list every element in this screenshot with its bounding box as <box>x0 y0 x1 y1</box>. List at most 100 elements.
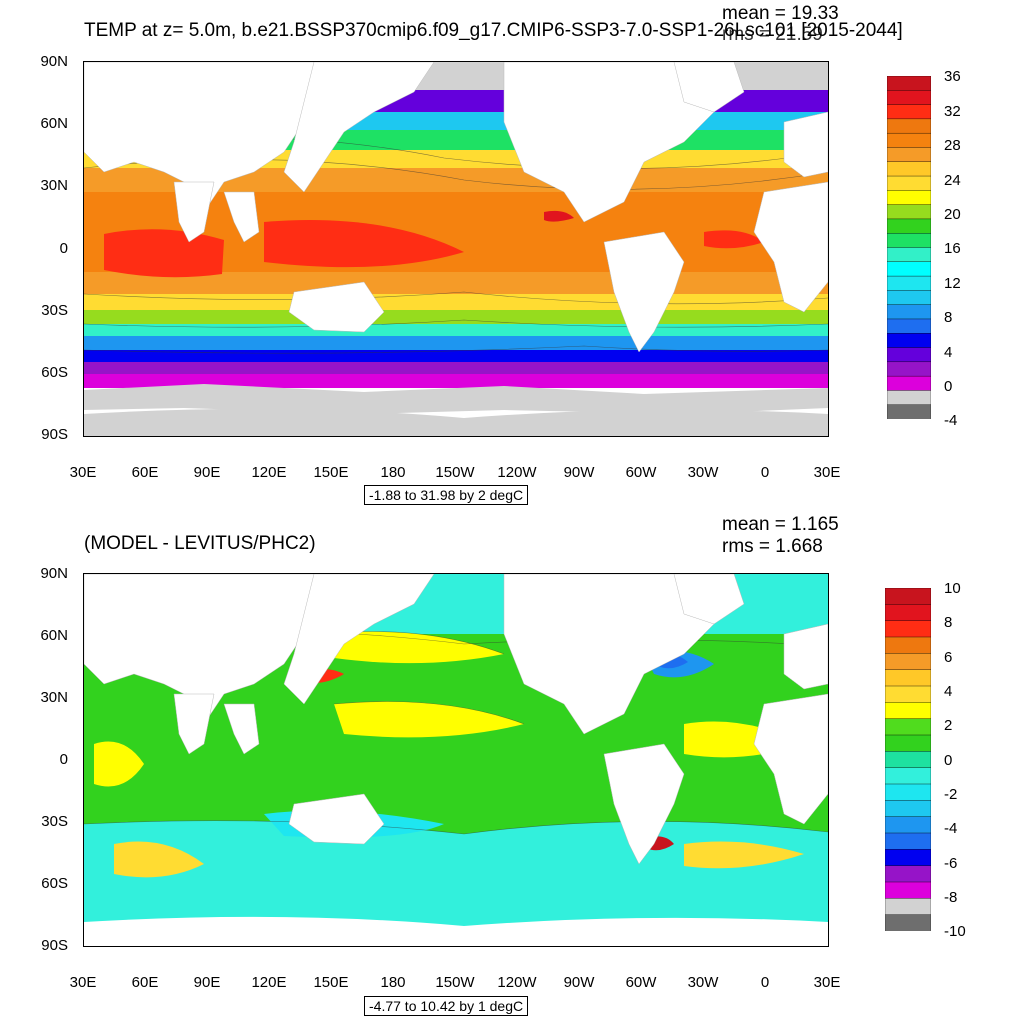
top-colorbar-label: 0 <box>944 378 953 395</box>
bottom-lon-label: 120W <box>497 974 537 991</box>
colorbar-swatch <box>886 190 932 206</box>
colorbar-swatch <box>886 390 932 406</box>
bottom-colorbar-label: 10 <box>944 580 961 597</box>
top-colorbar-label: 32 <box>944 103 961 120</box>
colorbar-swatch <box>886 404 932 420</box>
bottom-lon-label: 150E <box>313 974 349 991</box>
bottom-colorbar-label: 4 <box>944 683 953 700</box>
bottom-colorbar-label: 8 <box>944 614 953 631</box>
bottom-lon-label: 60E <box>131 974 159 991</box>
bottom-colorbar-svg <box>884 587 932 932</box>
bottom-lat-label: 60S <box>41 875 68 892</box>
bottom-lon-label: 30E <box>813 974 841 991</box>
colorbar-swatch <box>884 898 932 916</box>
top-lat-label: 90N <box>40 53 68 70</box>
colorbar-swatch <box>886 132 932 149</box>
top-lon-label: 60E <box>131 464 159 481</box>
colorbar-swatch <box>884 604 932 622</box>
bottom-lat-label: 90N <box>40 565 68 582</box>
colorbar-swatch <box>886 90 932 106</box>
colorbar-swatch <box>884 816 932 834</box>
colorbar-swatch <box>884 865 932 883</box>
bottom-lon-label: 30E <box>69 974 97 991</box>
top-colorbar <box>886 75 932 420</box>
colorbar-swatch <box>886 261 932 277</box>
colorbar-swatch <box>886 375 932 392</box>
bottom-lon-label: 90W <box>563 974 595 991</box>
colorbar-swatch <box>884 800 932 818</box>
colorbar-swatch <box>884 587 932 606</box>
top-lon-label: 180 <box>380 464 406 481</box>
bottom-colorbar-label: -8 <box>944 889 958 906</box>
colorbar-swatch <box>884 881 932 900</box>
colorbar-swatch <box>884 783 932 802</box>
top-colorbar-svg <box>886 75 932 420</box>
top-lat-label: 90S <box>41 426 68 443</box>
colorbar-swatch <box>886 175 932 192</box>
top-lon-label: 30W <box>687 464 719 481</box>
bottom-colorbar <box>884 587 932 932</box>
bottom-lat-label: 90S <box>41 937 68 954</box>
colorbar-swatch <box>884 849 932 867</box>
top-lon-label: 120W <box>497 464 537 481</box>
bottom-colorbar-label: 0 <box>944 752 953 769</box>
colorbar-swatch <box>886 118 932 134</box>
top-colorbar-label: 36 <box>944 68 961 85</box>
top-colorbar-label: 8 <box>944 309 953 326</box>
bottom-colorbar-label: -2 <box>944 786 958 803</box>
bottom-lon-label: 0 <box>760 974 770 991</box>
top-lat-label: 0 <box>59 240 68 257</box>
bottom-panel-rms: rms = 1.668 <box>722 536 823 557</box>
top-panel-mean: mean = 19.33 <box>722 3 839 24</box>
bottom-colorbar-label: 6 <box>944 649 953 666</box>
bottom-contour-info: -4.77 to 10.42 by 1 degC <box>364 996 529 1016</box>
top-colorbar-labels: 36 32 28 24 20 16 12 8 4 0 -4 <box>944 68 994 429</box>
top-colorbar-label: 20 <box>944 206 961 223</box>
colorbar-swatch <box>886 161 932 177</box>
bottom-lon-label: 150W <box>435 974 475 991</box>
top-colorbar-label: 24 <box>944 172 961 189</box>
colorbar-swatch <box>884 685 932 704</box>
top-lon-label: 120E <box>251 464 287 481</box>
colorbar-swatch <box>886 233 932 249</box>
bottom-lat-label: 60N <box>40 627 68 644</box>
top-panel-rms: rms = 21.59 <box>722 24 823 45</box>
top-lat-label: 30N <box>40 177 68 194</box>
colorbar-swatch <box>884 702 932 720</box>
top-lat-label: 60S <box>41 364 68 381</box>
colorbar-swatch <box>886 304 932 320</box>
top-lon-label: 30E <box>813 464 841 481</box>
colorbar-swatch <box>884 734 932 753</box>
colorbar-swatch <box>886 104 932 120</box>
bottom-colorbar-label: -6 <box>944 855 958 872</box>
colorbar-swatch <box>884 832 932 851</box>
top-lat-label: 30S <box>41 302 68 319</box>
colorbar-swatch <box>886 247 932 263</box>
colorbar-swatch <box>884 767 932 785</box>
colorbar-swatch <box>886 75 932 91</box>
colorbar-swatch <box>884 669 932 687</box>
top-map-canvas <box>84 62 828 436</box>
colorbar-swatch <box>886 204 932 220</box>
colorbar-swatch <box>886 333 932 349</box>
top-lat-label: 60N <box>40 115 68 132</box>
top-lon-label: 90W <box>563 464 595 481</box>
top-colorbar-label: 4 <box>944 344 953 361</box>
bottom-colorbar-labels: 10 8 6 4 2 0 -2 -4 -6 -8 -10 <box>944 580 994 940</box>
top-contour-info: -1.88 to 31.98 by 2 degC <box>364 485 529 505</box>
top-colorbar-label: -4 <box>944 412 958 429</box>
bottom-lon-label: 30W <box>687 974 719 991</box>
bottom-colorbar-label: 2 <box>944 717 953 734</box>
top-colorbar-label: 28 <box>944 137 961 154</box>
bottom-lon-label: 180 <box>380 974 406 991</box>
colorbar-swatch <box>886 318 932 334</box>
top-lon-label: 90E <box>193 464 221 481</box>
colorbar-swatch <box>884 653 932 671</box>
bottom-lat-label: 30N <box>40 689 68 706</box>
top-map <box>83 61 829 437</box>
top-lon-label: 0 <box>760 464 770 481</box>
top-panel-title: TEMP at z= 5.0m, b.e21.BSSP370cmip6.f09_… <box>84 20 903 41</box>
colorbar-swatch <box>886 147 932 163</box>
colorbar-swatch <box>884 636 932 655</box>
colorbar-swatch <box>884 620 932 638</box>
